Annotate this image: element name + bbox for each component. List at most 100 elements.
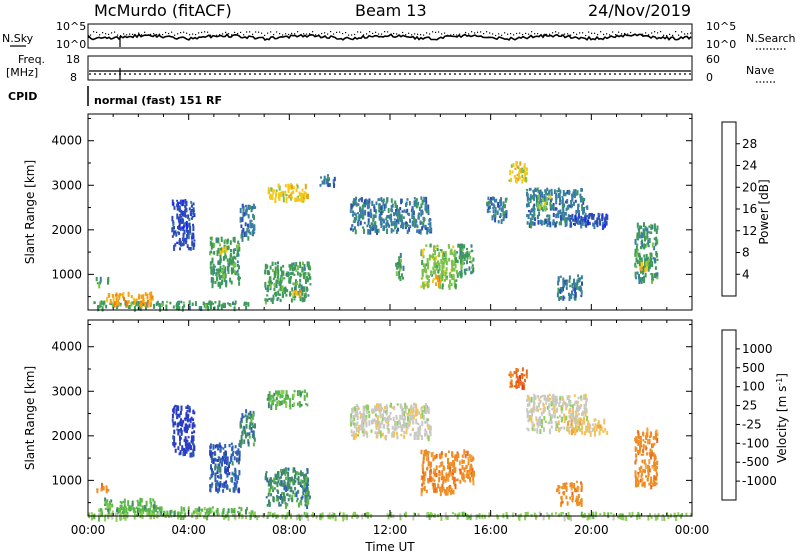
data-cell bbox=[215, 509, 218, 513]
data-cell bbox=[646, 427, 649, 434]
data-cell bbox=[386, 220, 389, 225]
data-cell bbox=[289, 266, 292, 271]
data-cell bbox=[135, 301, 138, 307]
data-cell bbox=[580, 198, 583, 201]
data-cell bbox=[552, 393, 555, 397]
data-cell bbox=[494, 199, 496, 203]
data-cell bbox=[584, 212, 587, 217]
data-cell bbox=[121, 293, 123, 296]
data-cell bbox=[574, 287, 577, 294]
data-cell bbox=[299, 278, 302, 283]
data-cell bbox=[559, 275, 562, 278]
data-cell bbox=[286, 493, 288, 496]
data-cell bbox=[169, 510, 172, 516]
data-cell bbox=[175, 410, 178, 416]
data-cell bbox=[383, 409, 385, 413]
data-cell bbox=[303, 286, 306, 292]
data-cell bbox=[215, 486, 218, 492]
nsearch-point bbox=[549, 33, 551, 35]
data-cell bbox=[397, 425, 400, 429]
data-cell bbox=[416, 435, 419, 440]
data-cell bbox=[604, 427, 607, 432]
nsearch-point bbox=[687, 33, 689, 35]
nsearch-point bbox=[156, 33, 158, 36]
data-cell bbox=[568, 292, 570, 296]
data-cell bbox=[357, 407, 360, 410]
nsearch-point bbox=[237, 32, 239, 35]
data-cell bbox=[577, 207, 580, 212]
data-cell bbox=[443, 489, 446, 494]
data-cell bbox=[274, 197, 277, 204]
data-cell bbox=[269, 483, 272, 490]
data-cell bbox=[433, 262, 436, 267]
data-cell bbox=[593, 426, 596, 432]
nsearch-point bbox=[639, 33, 641, 35]
data-cell bbox=[225, 282, 228, 288]
data-cell bbox=[174, 243, 177, 247]
data-cell bbox=[382, 200, 385, 206]
data-cell bbox=[165, 304, 168, 311]
data-cell bbox=[420, 475, 423, 481]
data-cell bbox=[188, 217, 191, 222]
data-cell bbox=[561, 204, 564, 210]
data-cell bbox=[285, 272, 288, 277]
data-cell bbox=[634, 460, 637, 465]
data-cell bbox=[422, 263, 425, 268]
data-cell bbox=[576, 480, 578, 484]
data-cell bbox=[563, 203, 566, 208]
data-cell bbox=[518, 515, 521, 521]
data-cell bbox=[430, 227, 433, 232]
nsearch-point bbox=[612, 31, 614, 33]
data-cell bbox=[173, 245, 176, 251]
data-cell bbox=[654, 242, 657, 247]
data-cell bbox=[644, 445, 647, 448]
data-cell bbox=[359, 197, 362, 201]
data-cell bbox=[542, 514, 545, 521]
data-cell bbox=[454, 467, 457, 473]
data-cell bbox=[300, 192, 303, 198]
data-cell bbox=[512, 163, 515, 167]
data-cell bbox=[539, 189, 542, 195]
data-cell bbox=[466, 470, 469, 476]
data-cell bbox=[460, 271, 463, 278]
x-tick-label: 08:00 bbox=[272, 523, 307, 537]
data-cell bbox=[568, 514, 571, 521]
nsearch-point bbox=[495, 34, 497, 37]
data-cell bbox=[450, 259, 453, 266]
data-cell bbox=[545, 196, 548, 203]
data-cell bbox=[597, 422, 600, 429]
data-cell bbox=[395, 414, 398, 418]
data-cell bbox=[190, 209, 193, 213]
data-cell bbox=[230, 249, 232, 252]
data-cell bbox=[245, 204, 247, 208]
data-cell bbox=[183, 438, 186, 443]
data-cell bbox=[369, 208, 372, 214]
data-cell bbox=[217, 463, 220, 469]
data-cell bbox=[182, 199, 185, 203]
data-cell bbox=[107, 510, 110, 516]
data-cell bbox=[587, 420, 590, 423]
data-cell bbox=[356, 416, 359, 420]
data-cell bbox=[289, 291, 292, 297]
data-cell bbox=[179, 435, 181, 442]
nsearch-point bbox=[555, 31, 557, 33]
data-cell bbox=[187, 414, 189, 419]
data-cell bbox=[159, 506, 162, 510]
data-cell bbox=[280, 389, 283, 396]
data-cell bbox=[396, 265, 399, 269]
data-cell bbox=[518, 172, 520, 178]
data-cell bbox=[166, 300, 169, 304]
data-cell bbox=[108, 506, 111, 511]
data-cell bbox=[466, 255, 469, 260]
data-cell bbox=[647, 515, 650, 521]
data-cell bbox=[562, 207, 565, 212]
data-cell bbox=[607, 512, 610, 519]
data-cell bbox=[449, 466, 452, 472]
data-cell bbox=[176, 428, 179, 431]
data-cell bbox=[384, 203, 387, 209]
data-cell bbox=[187, 436, 190, 439]
data-cell bbox=[291, 271, 294, 276]
data-cell bbox=[506, 514, 509, 520]
data-cell bbox=[331, 512, 334, 516]
data-cell bbox=[243, 439, 246, 444]
